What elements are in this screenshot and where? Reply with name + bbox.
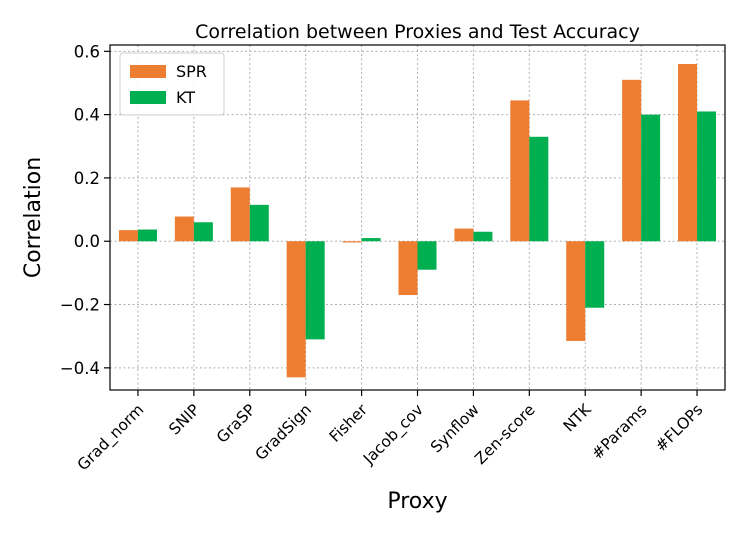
bar-kt-6 <box>473 231 493 242</box>
bar-kt-1 <box>193 222 213 242</box>
legend: SPR KT <box>119 52 225 116</box>
bar-spr-0 <box>118 230 138 242</box>
bar-spr-3 <box>286 241 306 378</box>
y-tick-label-5: 0.6 <box>74 42 100 61</box>
bar-spr-8 <box>566 241 586 341</box>
legend-swatch-kt <box>130 91 166 104</box>
bar-spr-10 <box>678 63 698 242</box>
bar-spr-7 <box>510 100 530 242</box>
x-tick-label-7: Zen-score <box>471 401 538 468</box>
bar-kt-5 <box>417 241 437 270</box>
bars <box>118 63 717 378</box>
legend-box <box>119 52 225 116</box>
x-tick-label-6: Synflow <box>427 400 483 456</box>
y-tick-label-2: 0.0 <box>74 232 100 251</box>
x-tick-label-8: NTK <box>560 400 595 435</box>
x-tick-label-4: Fisher <box>326 400 372 446</box>
bar-kt-0 <box>137 229 157 242</box>
bar-spr-9 <box>622 79 642 242</box>
x-tick-label-5: Jacob_cov <box>359 401 427 469</box>
bar-spr-1 <box>174 216 194 242</box>
x-axis-label: Proxy <box>387 489 447 514</box>
y-tick-label-0: −0.4 <box>60 359 100 378</box>
legend-label-kt: KT <box>176 88 195 107</box>
bar-spr-6 <box>454 228 474 242</box>
y-axis-ticks: −0.4 −0.2 0.0 0.2 0.4 0.6 <box>60 42 110 378</box>
x-tick-label-10: #FLOPs <box>652 401 707 456</box>
y-tick-label-3: 0.2 <box>74 169 100 188</box>
bar-kt-10 <box>697 111 717 242</box>
bar-kt-9 <box>641 114 661 242</box>
bar-kt-3 <box>305 241 325 340</box>
bar-kt-2 <box>249 204 269 242</box>
bar-spr-2 <box>230 187 250 242</box>
x-tick-label-1: SNIP <box>166 401 204 439</box>
bar-spr-5 <box>398 241 418 296</box>
legend-swatch-spr <box>130 65 166 78</box>
bar-kt-4 <box>361 238 381 242</box>
x-tick-label-2: GraSP <box>213 401 259 447</box>
y-tick-label-1: −0.2 <box>60 296 100 315</box>
bar-spr-4 <box>342 241 362 243</box>
x-tick-label-9: #Params <box>588 401 650 463</box>
bar-kt-7 <box>529 136 549 242</box>
chart-title: Correlation between Proxies and Test Acc… <box>195 21 640 43</box>
x-tick-label-3: GradSign <box>252 401 315 464</box>
x-tick-label-0: Grad_norm <box>74 401 148 475</box>
legend-label-spr: SPR <box>176 62 207 81</box>
bar-kt-8 <box>585 241 605 308</box>
y-tick-label-4: 0.4 <box>74 106 100 125</box>
y-axis-label: Correlation <box>21 157 46 278</box>
